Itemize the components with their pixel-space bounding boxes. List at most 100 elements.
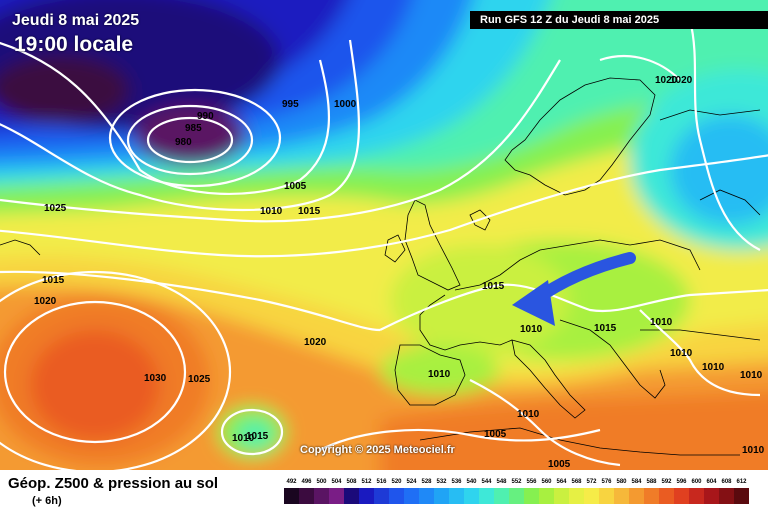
isobar-label: 1010 <box>232 433 255 444</box>
legend-color-swatch <box>584 488 599 504</box>
isobar-label: 1020 <box>34 296 57 307</box>
legend-level-label: 528 <box>421 479 432 485</box>
isobar-labels: 990 985 980 995 1000 1005 1010 1015 1025… <box>34 75 765 470</box>
legend-color-swatch <box>674 488 689 504</box>
forecast-local-time: 19:00 locale <box>14 33 134 56</box>
legend-color-swatch <box>479 488 494 504</box>
footer-bar: Géop. Z500 & pression au sol (+ 6h) 492 4… <box>0 470 768 512</box>
isobar-label: 985 <box>185 123 202 134</box>
legend-level-label: 572 <box>586 479 597 485</box>
legend-color-swatch <box>644 488 659 504</box>
legend-color-swatch <box>509 488 524 504</box>
isobar-label: 1020 <box>670 75 693 86</box>
legend-level-label: 540 <box>466 479 477 485</box>
map-canvas: 990 985 980 995 1000 1005 1010 1015 1025… <box>0 0 768 470</box>
legend-level-label: 548 <box>496 479 507 485</box>
legend-level-label: 504 <box>331 479 342 485</box>
legend-color-swatch <box>389 488 404 504</box>
legend-level-label: 584 <box>631 479 642 485</box>
legend-level-label: 588 <box>646 479 657 485</box>
legend-color-swatch <box>539 488 554 504</box>
legend-level-label: 496 <box>301 479 312 485</box>
legend-color-swatch <box>629 488 644 504</box>
legend-level-label: 600 <box>691 479 702 485</box>
isobar-label: 1025 <box>188 374 211 385</box>
legend-color-swatch <box>494 488 509 504</box>
legend-color-swatch <box>704 488 719 504</box>
legend-level-label: 516 <box>376 479 387 485</box>
legend-color-swatch <box>659 488 674 504</box>
isobar-label: 1010 <box>650 317 673 328</box>
isobar-label: 1020 <box>655 75 678 86</box>
legend-color-swatch <box>299 488 314 504</box>
isobar-label: 1030 <box>144 373 167 384</box>
legend-level-label: 556 <box>526 479 537 485</box>
isobar-label: 1005 <box>284 181 307 192</box>
color-scale-legend: 492 496 500 504 508 512 516 520 524 528 532 536 540 5… <box>284 479 752 509</box>
legend-level-label: 524 <box>406 479 417 485</box>
legend-color-swatch <box>449 488 464 504</box>
legend-color-swatch <box>524 488 539 504</box>
legend-color-swatch <box>419 488 434 504</box>
legend-level-label: 592 <box>661 479 672 485</box>
legend-color-swatch <box>464 488 479 504</box>
legend-color-swatch <box>314 488 329 504</box>
legend-color-swatch <box>599 488 614 504</box>
legend-level-label: 568 <box>571 479 582 485</box>
legend-level-label: 552 <box>511 479 522 485</box>
wind-arrow-icon <box>512 252 636 326</box>
legend-color-swatch <box>284 488 299 504</box>
legend-color-swatch <box>374 488 389 504</box>
legend-level-label: 580 <box>616 479 627 485</box>
isobar-label: 1010 <box>670 348 693 359</box>
legend-level-label: 608 <box>721 479 732 485</box>
isobar-label: 1005 <box>548 459 571 470</box>
isobar-label: 1025 <box>44 203 67 214</box>
legend-color-swatch <box>734 488 749 504</box>
isobar-label: 1010 <box>517 409 540 420</box>
legend-level-label: 560 <box>541 479 552 485</box>
legend-color-swatch <box>554 488 569 504</box>
isobar-label: 1015 <box>594 323 617 334</box>
isobar-label: 1010 <box>520 324 543 335</box>
chart-title: Géop. Z500 & pression au sol <box>8 475 219 492</box>
geopotential-field <box>0 0 768 470</box>
model-run-banner: Run GFS 12 Z du Jeudi 8 mai 2025 <box>470 11 768 29</box>
legend-level-label: 500 <box>316 479 327 485</box>
isobar-label: 1000 <box>334 99 357 110</box>
isobar-label: 980 <box>175 137 192 148</box>
isobar-label: 1010 <box>742 445 765 456</box>
legend-level-label: 492 <box>286 479 297 485</box>
coastlines <box>0 77 761 456</box>
legend-level-label: 604 <box>706 479 717 485</box>
isobar-label: 1010 <box>702 362 725 373</box>
legend-color-swatch <box>404 488 419 504</box>
legend-color-swatch <box>614 488 629 504</box>
legend-color-swatch <box>689 488 704 504</box>
legend-level-label: 596 <box>676 479 687 485</box>
legend-level-label: 544 <box>481 479 492 485</box>
isobar-label: 1010 <box>428 369 451 380</box>
legend-level-label: 612 <box>736 479 747 485</box>
isobar-label: 1015 <box>42 275 65 286</box>
isobar-label: 990 <box>197 111 214 122</box>
isobar-label: 1010 <box>740 370 763 381</box>
legend-level-label: 576 <box>601 479 612 485</box>
legend-color-swatch <box>344 488 359 504</box>
isobar-label: 1010 <box>260 206 283 217</box>
legend-level-label: 520 <box>391 479 402 485</box>
legend-color-swatch <box>719 488 734 504</box>
isobar-label: 1020 <box>304 337 327 348</box>
legend-color-swatch <box>329 488 344 504</box>
forecast-date: Jeudi 8 mai 2025 <box>12 12 140 29</box>
legend-color-swatch <box>359 488 374 504</box>
legend-level-label: 512 <box>361 479 372 485</box>
copyright-notice: Copyright © 2025 Meteociel.fr <box>300 444 455 456</box>
isobar-label: 1005 <box>484 429 507 440</box>
legend-level-label: 532 <box>436 479 447 485</box>
isobar-label: 995 <box>282 99 299 110</box>
isobar-label: 1015 <box>298 206 321 217</box>
legend-color-swatch <box>434 488 449 504</box>
forecast-step: (+ 6h) <box>32 495 62 507</box>
